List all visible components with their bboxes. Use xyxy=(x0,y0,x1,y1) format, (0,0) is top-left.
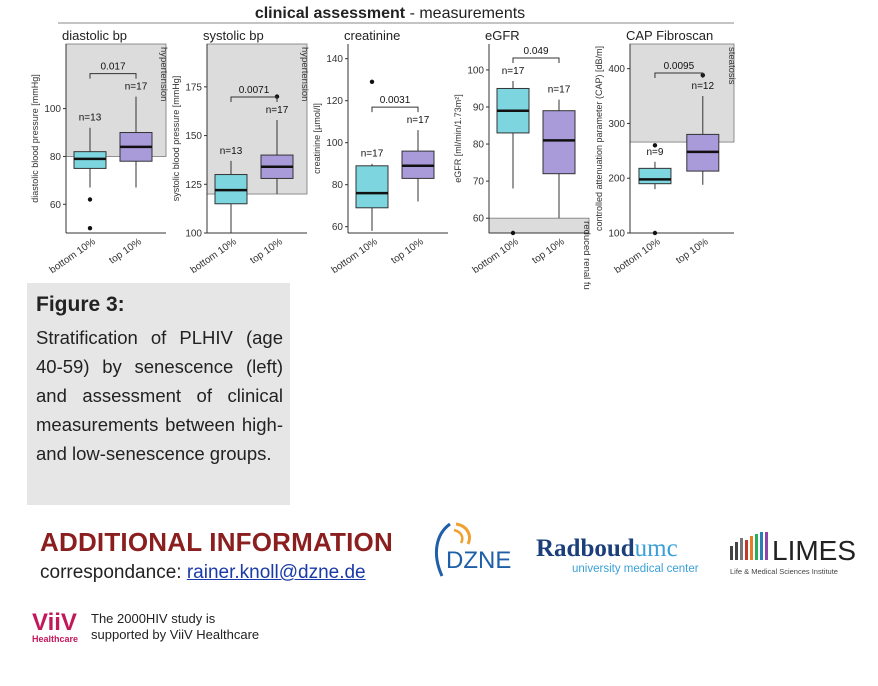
panel-4-bottom-n-label: n=17 xyxy=(502,66,525,77)
panel-5-y-tick-label: 200 xyxy=(608,174,625,185)
viiv-logo: ViiV Healthcare xyxy=(32,609,78,644)
panel-1-shade-label: hypertension xyxy=(158,47,169,101)
panel-2-bottom-category-label: bottom 10% xyxy=(189,236,239,276)
panel-5-p-value: 0.0095 xyxy=(664,61,695,72)
panel-4-y-tick-label: 60 xyxy=(473,214,485,225)
correspondence-line: correspondance: rainer.knoll@dzne.de xyxy=(40,562,366,584)
panel-5-bottom-n-label: n=9 xyxy=(646,147,663,158)
panel-1-top-category-label: top 10% xyxy=(107,236,143,266)
panel-4-shade-label: reduced renal function xyxy=(581,221,592,290)
panel-5-y-axis-label: controlled attenuation parameter (CAP) [… xyxy=(594,46,604,231)
panel-5-bottom-box xyxy=(638,167,672,185)
panel-1-y-tick-label: 80 xyxy=(50,152,62,163)
panel-5-title: CAP Fibroscan xyxy=(626,28,713,43)
panel-5-p-value-bracket xyxy=(654,72,704,79)
viiv-logo-subtitle: Healthcare xyxy=(32,634,78,644)
dzne-logo: DZNE xyxy=(434,522,511,577)
panel-4-bottom-category-label: bottom 10% xyxy=(471,236,521,276)
figure-caption-box: Figure 3: Stratification of PLHIV (age 4… xyxy=(27,283,290,505)
support-text: The 2000HIV study is supported by ViiV H… xyxy=(91,611,259,643)
panel-4-y-tick-label: 70 xyxy=(473,177,485,188)
panel-1-bottom-outlier xyxy=(87,197,93,202)
panel-2-p-value: 0.0071 xyxy=(239,85,270,96)
panel-5-y-tick-label: 400 xyxy=(608,64,625,75)
dzne-logo-text: DZNE xyxy=(446,547,511,574)
panel-1-y-tick-label: 100 xyxy=(44,104,61,115)
panel-1-y-tick-label: 60 xyxy=(50,200,62,211)
panel-5-top-category-label: top 10% xyxy=(674,236,710,266)
panel-1-bottom-category-label: bottom 10% xyxy=(48,236,98,276)
additional-info-heading: ADDITIONAL INFORMATION xyxy=(40,527,393,557)
panel-2-title: systolic bp xyxy=(203,28,264,43)
panel-3-top-category-label: top 10% xyxy=(389,236,425,266)
panel-2-y-tick-label: 100 xyxy=(185,229,202,240)
panel-4-top-box xyxy=(542,110,576,175)
panel-3-bottom-category-label: bottom 10% xyxy=(330,236,380,276)
panel-3-y-tick-label: 120 xyxy=(326,96,343,107)
panel-5-bottom-category-label: bottom 10% xyxy=(613,236,663,276)
panel-1-p-value-bracket xyxy=(89,73,137,79)
panel-2-top-category-label: top 10% xyxy=(248,236,284,266)
panel-3-y-axis-label: creatinine [µmol/l] xyxy=(312,103,322,174)
panel-2-bottom-n-label: n=13 xyxy=(220,146,243,157)
panel-1-p-value: 0.017 xyxy=(100,62,125,73)
panel-2-shade-label: hypertension xyxy=(299,47,310,101)
correspondence-email-link[interactable]: rainer.knoll@dzne.de xyxy=(186,562,366,583)
panel-3-y-tick-label: 80 xyxy=(332,180,344,191)
panel-1-bottom-n-label: n=13 xyxy=(79,113,102,124)
limes-logo-text: LIMES xyxy=(772,535,856,566)
panel-3-y-tick-label: 60 xyxy=(332,222,344,233)
panel-4-y-tick-label: 100 xyxy=(467,65,484,76)
radboudumc-logo: Radboudumc university medical center xyxy=(536,535,699,575)
panel-2-y-tick-label: 150 xyxy=(185,131,202,142)
viiv-logo-text: ViiV xyxy=(32,609,77,636)
panel-5-shade-label: steatosis xyxy=(726,47,737,85)
panel-3-top-n-label: n=17 xyxy=(407,115,430,126)
main-title: clinical assessment - measurements xyxy=(255,5,525,22)
panel-2-y-tick-label: 125 xyxy=(185,180,202,191)
panel-2-y-axis-label: systolic blood pressure [mmHg] xyxy=(171,76,181,202)
figure-caption-title: Figure 3: xyxy=(36,293,125,316)
panel-4-y-tick-label: 80 xyxy=(473,140,485,151)
panel-4-shade-region xyxy=(488,217,590,234)
panel-5-bottom-outlier xyxy=(652,143,658,148)
panel-5-top-n-label: n=12 xyxy=(692,81,715,92)
panel-4-top-n-label: n=17 xyxy=(548,85,571,96)
panel-2-top-n-label: n=17 xyxy=(266,105,289,116)
panel-3-bottom-outlier xyxy=(369,79,375,85)
panel-4-y-axis-label: eGFR [ml/min/1.73m²] xyxy=(453,94,463,183)
panel-5-bottom-outlier xyxy=(652,230,658,236)
panel-1-bottom-outlier xyxy=(87,226,93,231)
panel-4-top-category-label: top 10% xyxy=(530,236,566,266)
panel-1-y-axis-label: diastolic blood pressure [mmHg] xyxy=(30,74,40,203)
panel-4-bottom-outlier xyxy=(510,230,516,236)
panel-3-y-tick-label: 100 xyxy=(326,138,343,149)
panel-3-bottom-box xyxy=(355,165,389,209)
limes-logo: LIMES Life & Medical Sciences Institute xyxy=(730,532,856,576)
panel-4-title: eGFR xyxy=(485,28,520,43)
radboud-logo-text: Radboudumc xyxy=(536,535,678,562)
panel-5-y-tick-label: 300 xyxy=(608,119,625,130)
panel-5-y-tick-label: 100 xyxy=(608,229,625,240)
correspondence-label: correspondance: xyxy=(40,562,187,583)
radboud-logo-subtitle: university medical center xyxy=(572,563,699,575)
figure-caption-text: Stratification of PLHIV (age 40-59) by s… xyxy=(36,327,283,464)
panel-4-p-value-bracket xyxy=(512,57,560,64)
charts-figure: clinical assessment - measurements diast… xyxy=(30,5,737,290)
panel-5-shade-region xyxy=(629,43,735,143)
limes-logo-subtitle: Life & Medical Sciences Institute xyxy=(730,567,838,576)
panel-3-p-value: 0.0031 xyxy=(380,95,411,106)
panel-3-y-tick-label: 140 xyxy=(326,54,343,65)
panel-1-top-n-label: n=17 xyxy=(125,82,148,93)
panel-2-p-value-bracket xyxy=(230,96,278,102)
panel-3-p-value-bracket xyxy=(371,106,419,113)
panel-4-p-value: 0.049 xyxy=(523,46,548,57)
panel-3-bottom-n-label: n=17 xyxy=(361,149,384,160)
panel-4-y-tick-label: 90 xyxy=(473,103,485,114)
panel-2-y-tick-label: 175 xyxy=(185,82,202,93)
panel-1-title: diastolic bp xyxy=(62,28,127,43)
support-text-line-1: The 2000HIV study is xyxy=(91,611,216,626)
support-text-line-2: supported by ViiV Healthcare xyxy=(91,627,260,642)
panel-3-title: creatinine xyxy=(344,28,400,43)
